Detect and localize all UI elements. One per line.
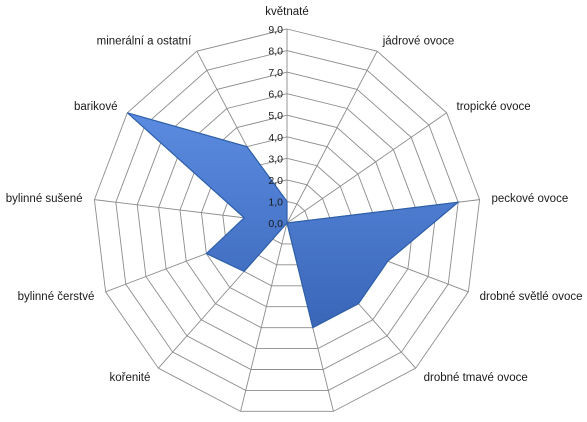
tick-label: 0,0	[268, 218, 283, 230]
grid-ring	[115, 50, 459, 391]
category-label: peckové ovoce	[492, 193, 569, 205]
grid-spoke	[286, 51, 378, 224]
category-label: drobné světlé ovoce	[480, 291, 583, 303]
category-label: květnaté	[265, 6, 308, 18]
series-area	[126, 112, 461, 329]
tick-label: 2,0	[268, 175, 283, 187]
tick-label: 3,0	[268, 153, 283, 165]
tick-label: 8,0	[268, 46, 283, 58]
tick-label: 7,0	[268, 67, 283, 79]
category-label: bylinné sušené	[6, 193, 83, 205]
tick-label: 6,0	[268, 89, 283, 101]
category-label: drobné tmavé ovoce	[424, 372, 528, 384]
tick-label: 9,0	[268, 24, 283, 36]
category-label: bylinné čerstvé	[18, 291, 95, 303]
tick-label: 5,0	[268, 110, 283, 122]
tick-label: 4,0	[268, 132, 283, 144]
tick-label: 1,0	[268, 196, 283, 208]
category-label: jádrové ovoce	[382, 36, 455, 48]
grid-spoke	[240, 222, 288, 412]
category-label: tropické ovoce	[457, 101, 531, 113]
grid-ring	[158, 93, 416, 350]
grid-spoke	[286, 112, 447, 224]
series-layer	[126, 112, 461, 329]
category-label: kořenité	[109, 372, 150, 384]
grid-ring	[136, 71, 438, 370]
category-label: minerální a ostatní	[97, 36, 192, 48]
grid-ring	[93, 28, 481, 412]
category-labels: květnaté jádrové ovoce tropické ovoce pecko…	[6, 6, 583, 384]
tick-labels: 0,0 1,0 2,0 3,0 4,0 5,0 6,0 7,0 8,0 9,0	[268, 24, 283, 230]
category-label: barikové	[74, 101, 117, 113]
